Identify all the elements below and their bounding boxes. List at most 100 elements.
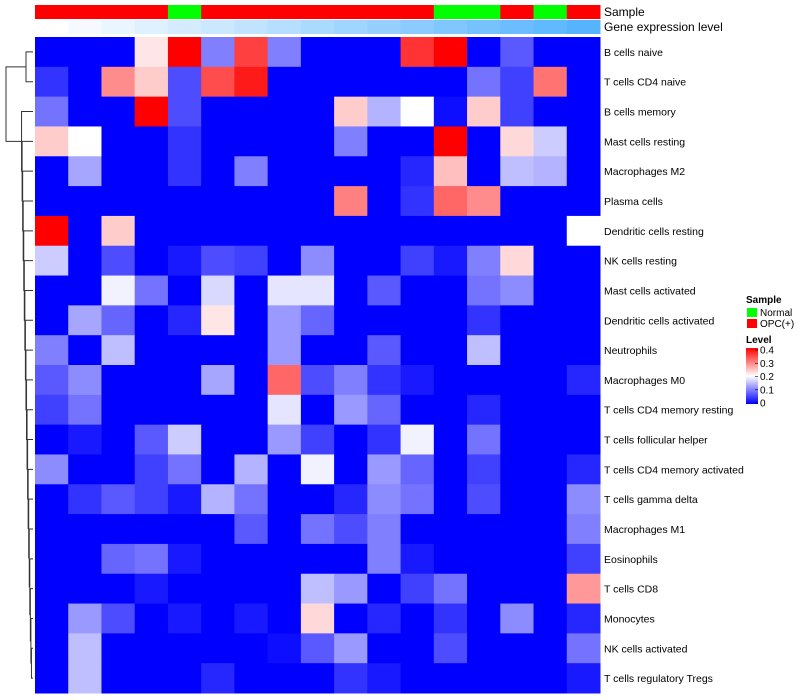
heatmap-cell	[201, 275, 235, 306]
heatmap-cell	[400, 66, 435, 98]
heatmap-cell	[400, 305, 435, 336]
row-label: Dendritic cells activated	[604, 315, 714, 327]
heatmap-cell	[35, 66, 69, 98]
heatmap-cell	[134, 186, 169, 217]
heatmap-cell	[167, 394, 202, 426]
heatmap-cell	[35, 335, 69, 366]
heatmap-cell	[467, 37, 501, 68]
heatmap-cell	[234, 424, 269, 455]
heatmap-cell	[167, 275, 202, 306]
heatmap-cell	[68, 514, 102, 545]
heatmap-cell	[35, 394, 69, 426]
heatmap-cell	[400, 394, 435, 426]
heatmap-cell	[134, 454, 169, 485]
heatmap-cell	[134, 603, 169, 634]
heatmap-cell	[334, 126, 368, 157]
heatmap-cell	[433, 305, 468, 336]
heatmap-cell	[267, 603, 302, 634]
row-label: Macrophages M1	[604, 524, 685, 536]
heatmap-cell	[68, 186, 102, 217]
heatmap-cell	[267, 126, 302, 157]
heatmap-cell	[300, 633, 335, 664]
heatmap-cell	[334, 186, 368, 217]
heatmap-cell	[267, 335, 302, 366]
heatmap-cell	[201, 543, 235, 575]
heatmap-cell	[167, 335, 202, 366]
heatmap-cell	[134, 37, 169, 68]
gene-expression-cell	[433, 20, 468, 34]
gene-expression-cell	[35, 20, 69, 34]
heatmap-cell	[334, 365, 368, 396]
heatmap-cell	[134, 633, 169, 664]
heatmap-cell	[467, 126, 501, 157]
heatmap-cell	[500, 215, 535, 247]
heatmap-cell	[35, 454, 69, 485]
gene-expression-cell	[367, 20, 402, 34]
heatmap-cell	[533, 394, 568, 426]
row-label: B cells naive	[604, 47, 663, 59]
gene-expression-cell	[467, 20, 501, 34]
heatmap-cell	[400, 454, 435, 485]
heatmap-cell	[101, 37, 136, 68]
heatmap-cell	[300, 66, 335, 98]
heatmap-cell	[566, 484, 601, 515]
heatmap-cell	[201, 424, 235, 455]
heatmap-cell	[433, 275, 468, 306]
heatmap-cell	[234, 186, 269, 217]
heatmap-cell	[35, 156, 69, 187]
heatmap-cell	[367, 186, 402, 217]
heatmap-cell	[68, 37, 102, 68]
heatmap-cell	[500, 156, 535, 187]
heatmap-cell	[234, 37, 269, 68]
heatmap-cell	[566, 37, 601, 68]
heatmap-cell	[400, 215, 435, 247]
row-label: NK cells activated	[604, 643, 688, 655]
heatmap-cell	[433, 484, 468, 515]
heatmap-cell	[467, 663, 501, 694]
heatmap-cell	[300, 484, 335, 515]
heatmap-cell	[201, 156, 235, 187]
heatmap-cell	[500, 245, 535, 277]
heatmap-cell	[35, 603, 69, 634]
heatmap-cell	[433, 424, 468, 455]
heatmap-cell	[68, 424, 102, 455]
heatmap-cell	[433, 66, 468, 98]
heatmap-cell	[234, 126, 269, 157]
heatmap-cell	[201, 663, 235, 694]
gene-expression-annotation-bar	[35, 20, 601, 34]
heatmap-cell	[334, 603, 368, 634]
heatmap-cell	[134, 126, 169, 157]
heatmap-cell	[400, 37, 435, 68]
heatmap-cell	[433, 215, 468, 247]
heatmap-cell	[201, 96, 235, 127]
heatmap-cell	[566, 126, 601, 157]
heatmap-cell	[35, 543, 69, 575]
heatmap-cell	[566, 186, 601, 217]
row-labels: B cells naive T cells CD4 naive B cells me…	[604, 47, 744, 685]
heatmap-cell	[267, 394, 302, 426]
heatmap-cell	[167, 96, 202, 127]
row-label: Plasma cells	[604, 196, 663, 208]
heatmap-cell	[167, 573, 202, 605]
heatmap-cell	[533, 603, 568, 634]
heatmap-cell	[400, 514, 435, 545]
gene-expression-cell	[101, 20, 136, 34]
heatmap-cell	[334, 156, 368, 187]
heatmap-cell	[300, 394, 335, 426]
heatmap-cell	[533, 305, 568, 336]
heatmap-cell	[300, 156, 335, 187]
legend-tick-label: 0.3	[760, 359, 774, 370]
legend-sample-title: Sample	[746, 295, 782, 306]
heatmap-cell	[566, 335, 601, 366]
row-label: T cells regulatory Tregs	[604, 673, 713, 685]
heatmap-cell	[68, 126, 102, 157]
heatmap-cell	[533, 245, 568, 277]
heatmap-cell	[234, 454, 269, 485]
heatmap-cell	[35, 514, 69, 545]
heatmap-cell	[467, 454, 501, 485]
heatmap-cell	[500, 454, 535, 485]
heatmap-cell	[267, 424, 302, 455]
heatmap-cell	[267, 663, 302, 694]
row-label: Mast cells activated	[604, 285, 696, 297]
